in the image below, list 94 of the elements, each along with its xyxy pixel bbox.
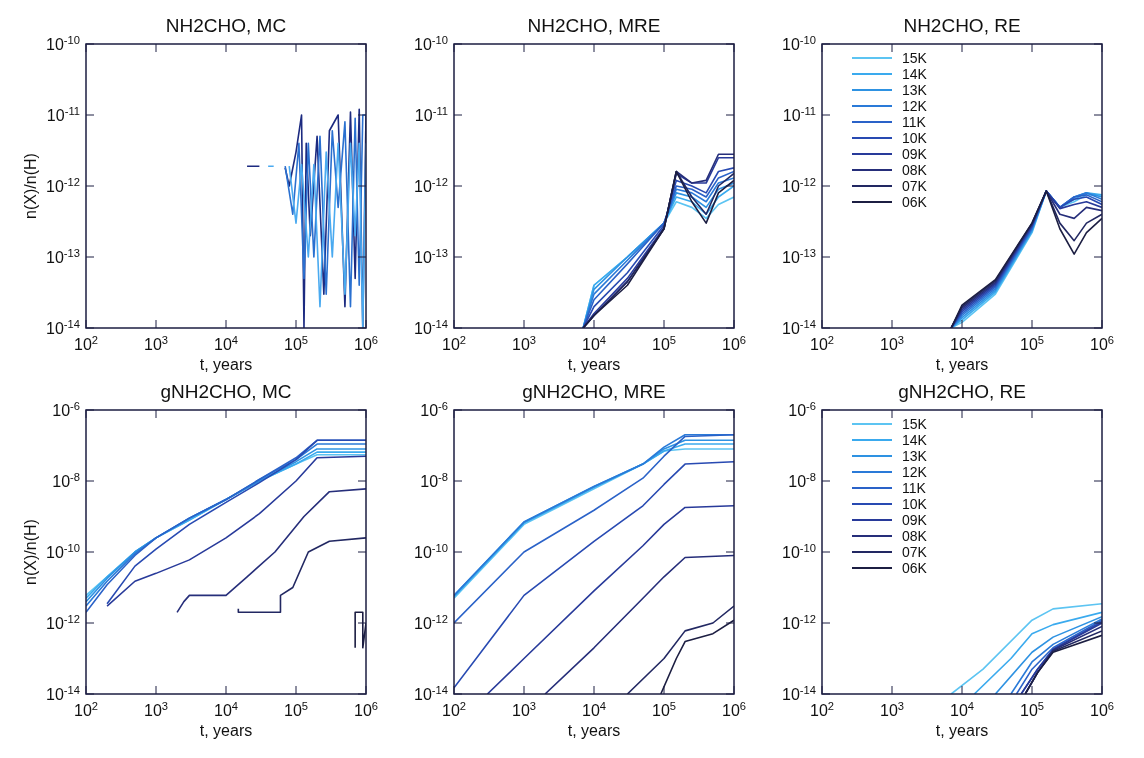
x-tick-label: 10$^{3}$ (511, 700, 537, 719)
x-axis-title: t, years (935, 722, 989, 739)
y-tick-label: 10$^{-14}$ (414, 318, 448, 337)
x-axis-title: t, years (199, 722, 253, 739)
x-tick-label: 10$^{6}$ (721, 334, 747, 353)
x-tick-label: 10$^{5}$ (1019, 700, 1045, 719)
legend-label: 06K (902, 560, 928, 576)
y-tick-label: 10$^{-14}$ (414, 684, 448, 703)
y-tick-label: 10$^{-10}$ (782, 34, 816, 53)
y-tick-label: 10$^{-13}$ (46, 247, 80, 266)
legend-label: 13K (902, 448, 928, 464)
y-tick-label: 10$^{-10}$ (46, 542, 80, 561)
y-tick-label: 10$^{-10}$ (414, 542, 448, 561)
y-tick-label: 10$^{-10}$ (782, 542, 816, 561)
x-tick-label: 10$^{2}$ (809, 700, 835, 719)
y-tick-label: 10$^{-10}$ (414, 34, 448, 53)
legend-label: 11K (902, 480, 927, 496)
x-tick-label: 10$^{4}$ (581, 700, 607, 719)
x-tick-label: 10$^{6}$ (353, 700, 379, 719)
x-tick-label: 10$^{4}$ (213, 700, 239, 719)
y-tick-label: 10$^{-6}$ (52, 400, 80, 419)
y-tick-label: 10$^{-12}$ (46, 176, 80, 195)
y-tick-label: 10$^{-12}$ (46, 613, 80, 632)
y-tick-label: 10$^{-8}$ (52, 471, 80, 490)
y-tick-label: 10$^{-14}$ (782, 684, 816, 703)
y-tick-label: 10$^{-10}$ (46, 34, 80, 53)
x-tick-label: 10$^{3}$ (143, 700, 169, 719)
legend-label: 09K (902, 512, 928, 528)
x-tick-label: 10$^{3}$ (511, 334, 537, 353)
y-tick-label: 10$^{-11}$ (46, 105, 80, 124)
legend-label: 10K (902, 496, 928, 512)
legend-label: 11K (902, 114, 927, 130)
y-tick-label: 10$^{-12}$ (782, 176, 816, 195)
legend-label: 15K (902, 50, 928, 66)
y-axis-title: n(X)/n(H) (22, 153, 39, 219)
x-tick-label: 10$^{4}$ (949, 700, 975, 719)
x-tick-label: 10$^{5}$ (651, 334, 677, 353)
y-tick-label: 10$^{-11}$ (782, 105, 816, 124)
y-tick-label: 10$^{-6}$ (420, 400, 448, 419)
chart-title: NH2CHO, MC (165, 15, 287, 36)
legend-label: 14K (902, 66, 928, 82)
y-tick-label: 10$^{-11}$ (414, 105, 448, 124)
y-tick-label: 10$^{-14}$ (46, 684, 80, 703)
chart-title: NH2CHO, RE (903, 15, 1021, 36)
legend-label: 15K (902, 416, 928, 432)
x-tick-label: 10$^{6}$ (353, 334, 379, 353)
x-tick-label: 10$^{2}$ (441, 700, 467, 719)
legend-label: 07K (902, 544, 928, 560)
x-tick-label: 10$^{2}$ (73, 334, 99, 353)
x-tick-label: 10$^{5}$ (651, 700, 677, 719)
x-tick-label: 10$^{6}$ (1089, 700, 1115, 719)
x-tick-label: 10$^{5}$ (1019, 334, 1045, 353)
legend-label: 14K (902, 432, 928, 448)
x-tick-label: 10$^{3}$ (879, 700, 905, 719)
legend-label: 13K (902, 82, 928, 98)
y-tick-label: 10$^{-8}$ (420, 471, 448, 490)
legend-label: 07K (902, 178, 928, 194)
x-tick-label: 10$^{5}$ (283, 700, 309, 719)
x-tick-label: 10$^{2}$ (73, 700, 99, 719)
x-tick-label: 10$^{2}$ (441, 334, 467, 353)
x-tick-label: 10$^{3}$ (143, 334, 169, 353)
y-tick-label: 10$^{-12}$ (414, 176, 448, 195)
legend-label: 09K (902, 146, 928, 162)
y-tick-label: 10$^{-13}$ (414, 247, 448, 266)
chart-title: gNH2CHO, MRE (522, 381, 666, 402)
y-tick-label: 10$^{-12}$ (414, 613, 448, 632)
legend-label: 06K (902, 194, 928, 210)
x-tick-label: 10$^{6}$ (721, 700, 747, 719)
y-tick-label: 10$^{-13}$ (782, 247, 816, 266)
x-tick-label: 10$^{4}$ (213, 334, 239, 353)
x-tick-label: 10$^{6}$ (1089, 334, 1115, 353)
y-tick-label: 10$^{-8}$ (788, 471, 816, 490)
x-axis-title: t, years (567, 356, 621, 373)
chart-title: gNH2CHO, MC (160, 381, 292, 402)
chart-title: gNH2CHO, RE (898, 381, 1026, 402)
x-axis-title: t, years (199, 356, 253, 373)
y-axis-title: n(X)/n(H) (22, 519, 39, 585)
y-tick-label: 10$^{-6}$ (788, 400, 816, 419)
x-tick-label: 10$^{3}$ (879, 334, 905, 353)
legend-label: 12K (902, 98, 928, 114)
y-tick-label: 10$^{-14}$ (782, 318, 816, 337)
y-tick-label: 10$^{-14}$ (46, 318, 80, 337)
legend-label: 12K (902, 464, 928, 480)
x-tick-label: 10$^{2}$ (809, 334, 835, 353)
x-axis-title: t, years (567, 722, 621, 739)
x-tick-label: 10$^{4}$ (949, 334, 975, 353)
legend-label: 08K (902, 162, 928, 178)
chart-title: NH2CHO, MRE (527, 15, 661, 36)
x-tick-label: 10$^{4}$ (581, 334, 607, 353)
legend-label: 08K (902, 528, 928, 544)
legend-label: 10K (902, 130, 928, 146)
x-axis-title: t, years (935, 356, 989, 373)
x-tick-label: 10$^{5}$ (283, 334, 309, 353)
y-tick-label: 10$^{-12}$ (782, 613, 816, 632)
